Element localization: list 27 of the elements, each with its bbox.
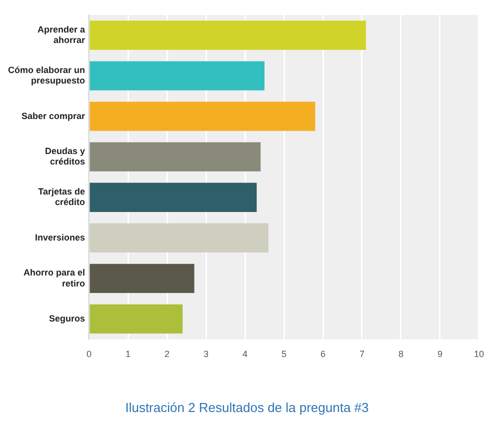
y-tick-label: Seguros [48, 313, 86, 324]
y-tick-label: Tarjetas de crédito [38, 186, 86, 208]
x-tick-label: 1 [126, 349, 131, 360]
x-tick-label: 5 [281, 349, 287, 360]
bar [90, 142, 261, 172]
x-tick-label: 8 [398, 349, 404, 360]
x-tick-label: 0 [86, 349, 92, 360]
bar [90, 182, 257, 212]
x-tick-label: 7 [359, 349, 365, 360]
bar [90, 264, 194, 293]
bar [90, 61, 265, 90]
bar [90, 20, 366, 50]
x-tick-label: 3 [203, 349, 209, 360]
y-tick-label: Inversiones [34, 232, 86, 242]
y-tick-label: Saber comprar [21, 110, 86, 121]
bar [90, 304, 183, 334]
y-tick-label: Deudas y créditos [44, 146, 86, 167]
x-tick-label: 6 [320, 349, 326, 360]
x-tick-label: 2 [164, 349, 170, 360]
y-tick-label: Cómo elaborar un presupuesto [8, 64, 86, 86]
bar [90, 102, 316, 131]
y-tick-label: Ahorro para el retiro [23, 267, 86, 288]
x-tick-label: 9 [437, 349, 443, 360]
x-tick-label: 4 [242, 349, 248, 360]
y-tick-label: Aprender a ahorrar [37, 24, 86, 46]
text: Ilustración 2 Resultados de la pregunta #3 [124, 400, 370, 415]
x-tick-label: 10 [474, 349, 484, 360]
